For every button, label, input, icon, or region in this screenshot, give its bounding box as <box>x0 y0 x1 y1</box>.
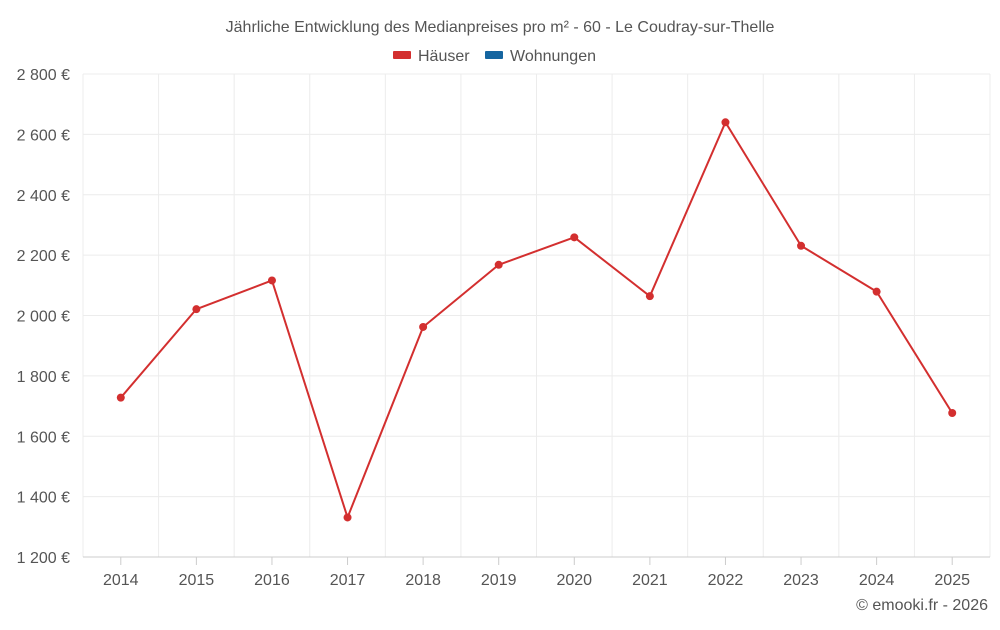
x-tick-label: 2019 <box>481 572 517 589</box>
x-tick-label: 2022 <box>708 572 744 589</box>
x-tick-label: 2017 <box>330 572 366 589</box>
series-layer <box>116 118 957 522</box>
legend: Häuser Wohnungen <box>393 48 596 65</box>
x-tick-label: 2020 <box>556 572 592 589</box>
y-tick-label: 2 000 € <box>17 309 70 326</box>
data-point[interactable] <box>343 513 352 522</box>
grid <box>82 73 991 557</box>
y-tick-label: 1 600 € <box>17 429 70 446</box>
data-point[interactable] <box>419 322 428 331</box>
y-tick-label: 2 400 € <box>17 188 70 205</box>
x-tick-label: 2023 <box>783 572 819 589</box>
x-tick-label: 2024 <box>859 572 895 589</box>
data-point[interactable] <box>797 241 806 250</box>
x-tick-label: 2014 <box>103 572 139 589</box>
y-tick-label: 1 800 € <box>17 369 70 386</box>
y-tick-label: 2 200 € <box>17 248 70 265</box>
data-point[interactable] <box>872 287 881 296</box>
x-tick-label: 2021 <box>632 572 668 589</box>
legend-swatch-haeuser <box>393 51 411 59</box>
data-point[interactable] <box>948 409 957 418</box>
data-point[interactable] <box>192 305 201 314</box>
y-tick-label: 2 600 € <box>17 127 70 144</box>
data-point[interactable] <box>721 118 730 127</box>
data-point[interactable] <box>570 233 579 242</box>
x-tick-label: 2025 <box>934 572 970 589</box>
x-tick-label: 2016 <box>254 572 290 589</box>
axes: 1 200 € 1 400 € 1 600 € 1 800 € 2 000 € 2 200… <box>17 67 990 589</box>
data-point[interactable] <box>116 393 125 402</box>
data-point[interactable] <box>645 292 654 301</box>
x-tick-label: 2015 <box>179 572 215 589</box>
legend-label-wohnungen: Wohnungen <box>510 48 596 65</box>
legend-item-wohnungen[interactable]: Wohnungen <box>485 48 596 65</box>
chart-title: Jährliche Entwicklung des Medianpreises … <box>226 19 775 36</box>
y-tick-label: 1 200 € <box>17 550 70 567</box>
data-point[interactable] <box>494 260 503 269</box>
legend-swatch-wohnungen <box>485 51 503 59</box>
legend-item-haeuser[interactable]: Häuser <box>393 48 470 65</box>
series-line-0 <box>119 121 954 519</box>
legend-label-haeuser: Häuser <box>418 48 470 65</box>
data-point[interactable] <box>267 276 276 285</box>
y-tick-label: 1 400 € <box>17 490 70 507</box>
y-tick-label: 2 800 € <box>17 67 70 84</box>
credit-text: © emooki.fr - 2026 <box>856 597 988 614</box>
x-tick-label: 2018 <box>405 572 441 589</box>
